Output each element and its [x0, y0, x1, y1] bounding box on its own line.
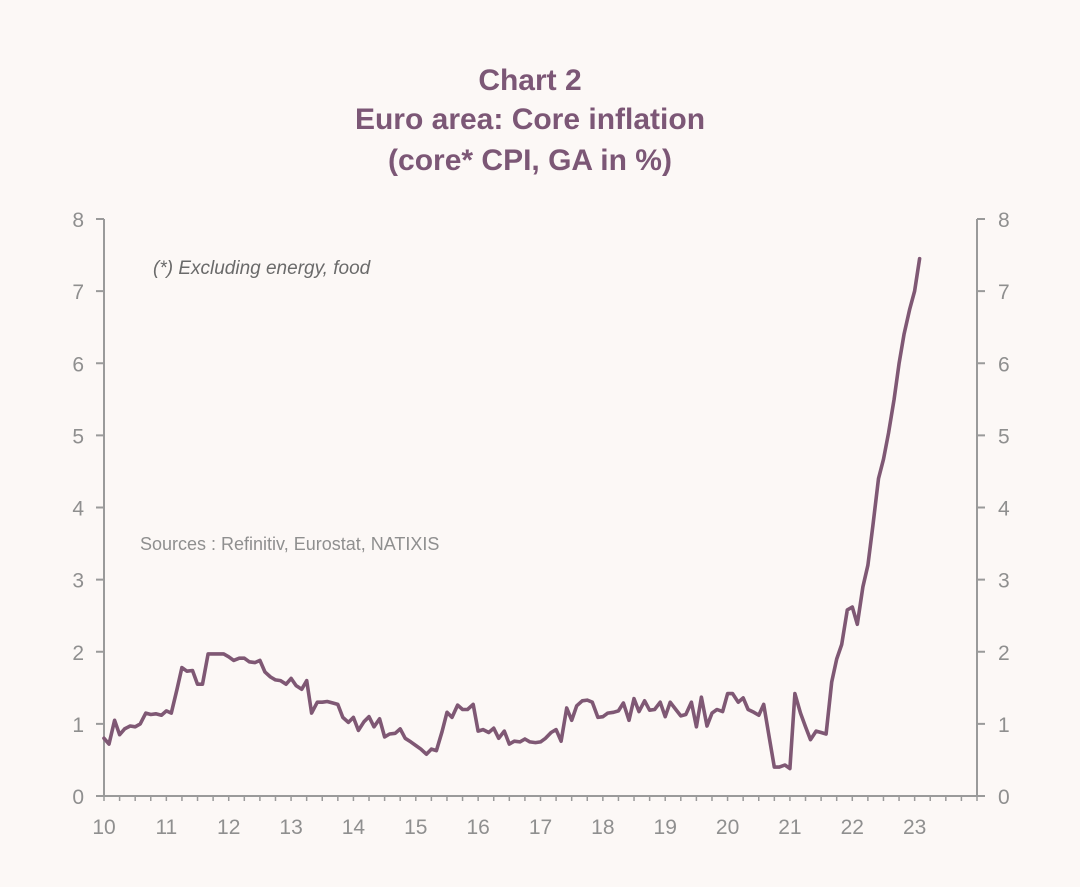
y-ticks-left: 0 1 2 3 4 5 6 7 8 — [72, 209, 104, 809]
y-tick-label-left: 0 — [72, 786, 84, 809]
x-tick-label: 10 — [92, 816, 115, 839]
x-tick-label: 12 — [217, 816, 240, 839]
y-tick-label-right: 5 — [998, 425, 1010, 448]
x-tick-label: 19 — [654, 816, 677, 839]
x-tick-label: 15 — [404, 816, 427, 839]
x-tick-label: 17 — [529, 816, 552, 839]
y-tick-label-right: 4 — [998, 498, 1010, 521]
y-tick-label-right: 3 — [998, 570, 1010, 593]
y-tick-label-left: 7 — [72, 281, 84, 304]
x-tick-label: 20 — [716, 816, 739, 839]
x-tick-label: 22 — [841, 816, 864, 839]
y-tick-label-left: 6 — [72, 353, 84, 376]
x-tick-label: 16 — [466, 816, 489, 839]
x-tick-label: 23 — [903, 816, 926, 839]
x-tick-label: 11 — [155, 816, 177, 839]
x-tick-label: 14 — [342, 816, 366, 839]
title-line-3: (core* CPI, GA in %) — [388, 144, 672, 177]
title-line-2: Euro area: Core inflation — [355, 103, 705, 136]
y-tick-label-right: 8 — [998, 209, 1010, 232]
y-tick-label-right: 7 — [998, 281, 1010, 304]
y-tick-label-left: 1 — [72, 714, 84, 737]
y-tick-label-right: 6 — [998, 353, 1010, 376]
title-line-1: Chart 2 — [478, 64, 581, 97]
y-tick-label-right: 0 — [998, 786, 1010, 809]
y-tick-label-left: 5 — [72, 425, 84, 448]
y-tick-label-right: 2 — [998, 642, 1010, 665]
chart-note: (*) Excluding energy, food — [153, 258, 372, 279]
y-tick-label-left: 4 — [72, 498, 84, 521]
y-ticks-right: 0 1 2 3 4 5 6 7 8 — [977, 209, 1010, 809]
y-tick-label-right: 1 — [998, 714, 1010, 737]
y-tick-label-left: 8 — [72, 209, 84, 232]
x-tick-label: 13 — [279, 816, 302, 839]
series-line-core-inflation — [102, 256, 922, 771]
y-tick-label-left: 3 — [72, 570, 84, 593]
x-tick-label: 18 — [591, 816, 614, 839]
source-label: Sources : Refinitiv, Eurostat, NATIXIS — [140, 534, 439, 554]
y-tick-label-left: 2 — [72, 642, 84, 665]
x-tick-label: 21 — [778, 816, 801, 839]
x-ticks: 10 11 12 13 14 15 16 17 18 19 20 21 22 23 — [92, 796, 978, 839]
chart-title: Chart 2 Euro area: Core inflation (core*… — [355, 64, 705, 177]
